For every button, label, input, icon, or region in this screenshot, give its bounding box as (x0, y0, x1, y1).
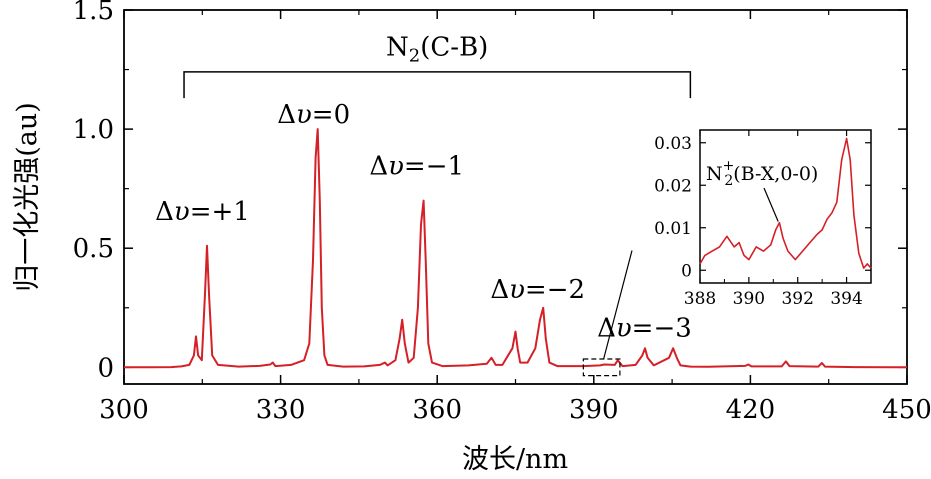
inset-annotation-sup: + (723, 158, 735, 174)
peak-labels-group: Δυ=+1Δυ=0Δυ=−1Δυ=−2Δυ=−3 (155, 100, 692, 343)
peak-label-var: υ (616, 313, 632, 343)
peak-label-var: υ (509, 275, 525, 305)
x-tick-label: 420 (726, 395, 776, 425)
inset-y-tick-label: 0.02 (654, 176, 692, 196)
inset-annotation-pointer (763, 187, 779, 222)
bracket-label-main: N (386, 32, 409, 62)
y-tick-label: 0 (97, 353, 114, 383)
peak-label-value: =−3 (632, 313, 692, 343)
x-tick-label: 300 (99, 395, 149, 425)
peak-label: Δυ=−2 (490, 275, 585, 305)
x-tick-label: 330 (256, 395, 306, 425)
y-tick-label: 1.5 (73, 0, 114, 26)
main-series-group (124, 128, 908, 369)
x-tick-label: 450 (882, 395, 931, 425)
peak-label-value: =−1 (404, 152, 464, 182)
spectrum-line (124, 128, 908, 369)
peak-label-delta: Δ (597, 313, 616, 343)
inset-x-tick-label: 394 (830, 289, 862, 309)
peak-label: Δυ=−1 (369, 152, 464, 182)
band-bracket (183, 71, 692, 99)
y-tick-label: 1.0 (73, 115, 114, 145)
peak-label: Δυ=−3 (597, 313, 692, 343)
zoom-region-box (582, 358, 621, 377)
inset-spectrum-line (699, 137, 872, 269)
inset-x-tick-label: 390 (733, 289, 765, 309)
y-axis-title: 归一化光强(au) (12, 102, 43, 292)
inset-y-tick-label: 0 (681, 261, 692, 281)
inset-x-tick-label: 392 (781, 289, 813, 309)
x-tick-label: 360 (412, 395, 462, 425)
inset-annotation-tail: (B-X,0-0) (733, 163, 818, 185)
peak-label-delta: Δ (369, 152, 388, 182)
peak-label: Δυ=0 (277, 100, 350, 130)
y-tick-label: 0.5 (73, 234, 114, 264)
bracket-label-tail: (C-B) (420, 32, 488, 62)
peak-label-var: υ (174, 197, 190, 227)
main-axis-ticks: 300 330 360 390 420 450 0 0.5 1.0 1.5 (73, 0, 931, 425)
bracket-label: N2(C-B) (386, 32, 488, 66)
peak-label-value: =−2 (525, 275, 585, 305)
inset-x-tick-label: 388 (684, 289, 716, 309)
inset-annotation-main: N (706, 163, 723, 185)
peak-label-delta: Δ (490, 275, 509, 305)
peak-label: Δυ=+1 (155, 197, 250, 227)
x-tick-label: 390 (569, 395, 619, 425)
peak-label-var: υ (388, 152, 404, 182)
inset-y-tick-label: 0.01 (654, 219, 692, 239)
inset-series-group (699, 137, 872, 269)
x-axis-title: 波长/nm (462, 444, 568, 475)
inset-y-tick-label: 0.03 (654, 134, 692, 154)
inset-annotation: N+ 2(B-X,0-0) (706, 158, 818, 189)
inset-axis-ticks: 388 390 392 394 0 0.01 0.02 0.03 (654, 130, 872, 309)
inset-plot-frame (699, 129, 872, 284)
peak-label-delta: Δ (155, 197, 174, 227)
peak-label-delta: Δ (277, 100, 296, 130)
bracket-line (183, 71, 692, 99)
bracket-label-sub: 2 (409, 45, 420, 66)
inset-annotation-sub: 2 (724, 173, 733, 189)
zoom-leader-line (603, 250, 633, 360)
peak-label-value: =0 (312, 100, 350, 130)
peak-label-value: =+1 (190, 197, 250, 227)
peak-label-var: υ (296, 100, 312, 130)
